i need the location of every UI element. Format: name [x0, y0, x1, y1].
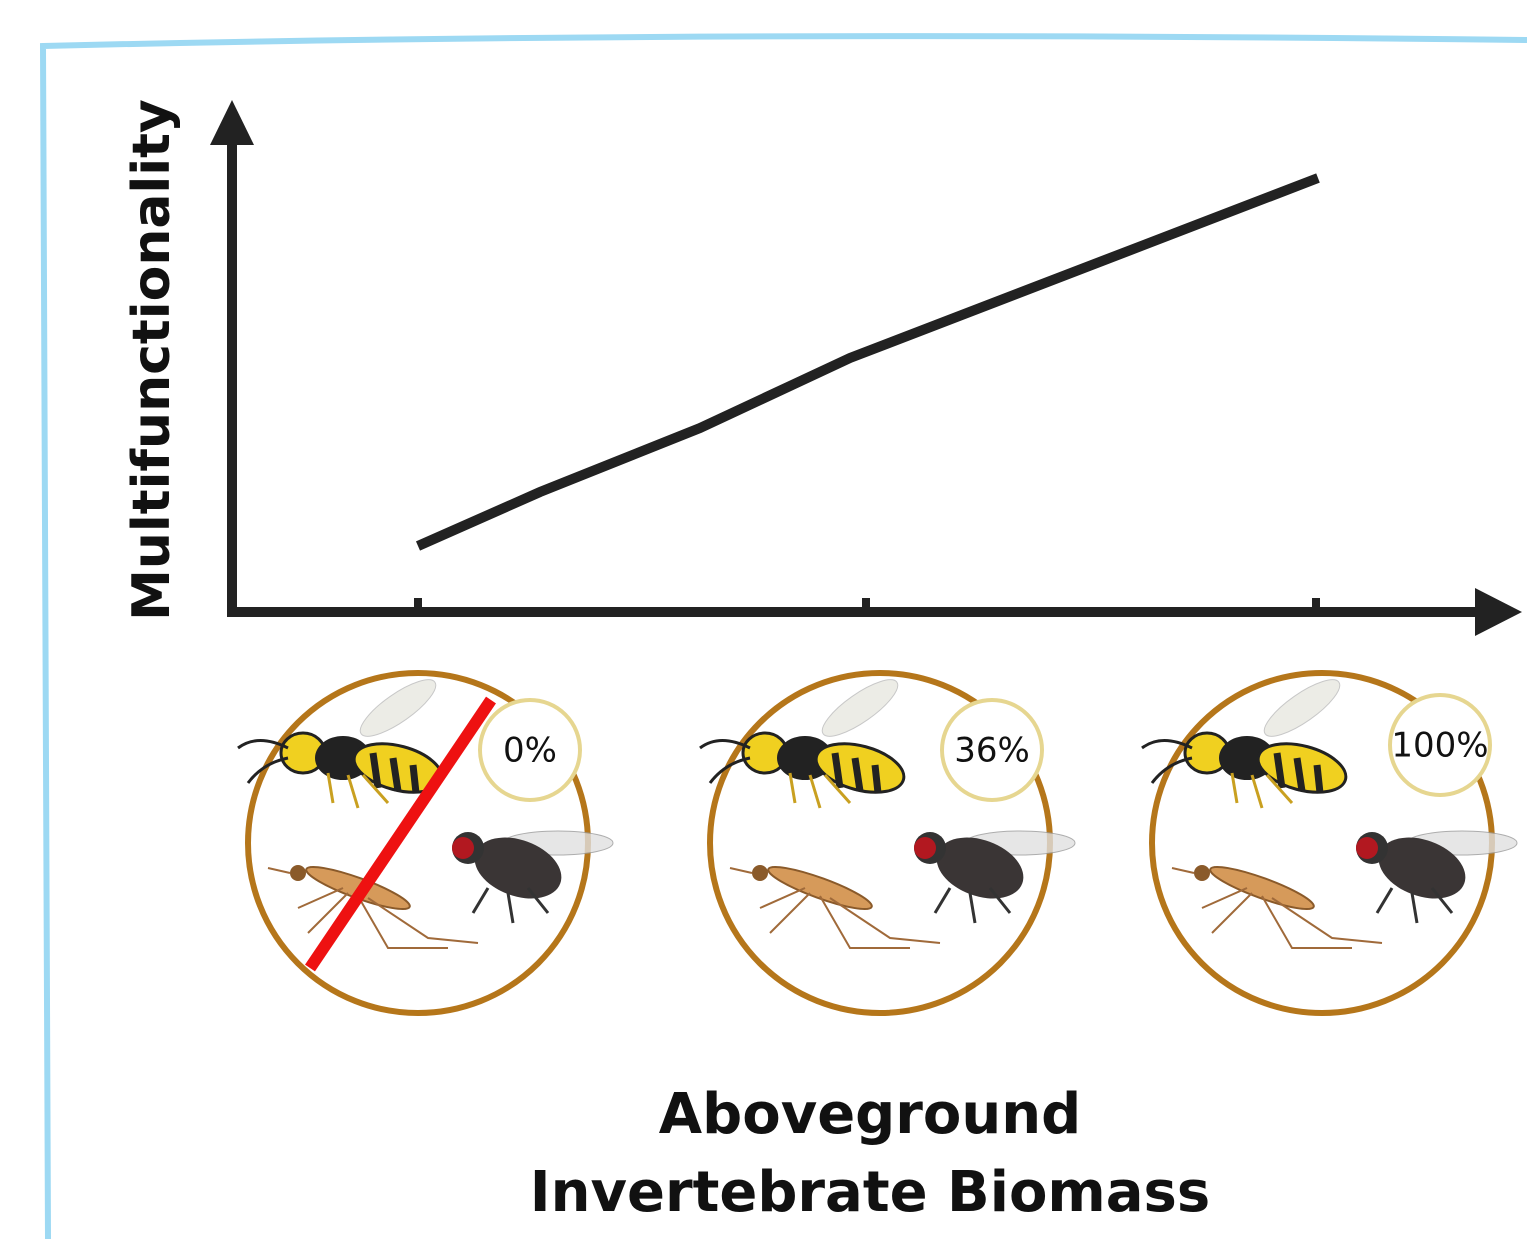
y-axis-label: Multifunctionality	[122, 99, 182, 621]
x-arrow	[1475, 588, 1522, 636]
x-axis-label: Aboveground	[659, 1082, 1081, 1147]
badge-label: 36%	[954, 731, 1030, 771]
y-arrow	[210, 100, 254, 145]
panel: 100%	[1142, 671, 1517, 1013]
trend-line	[418, 178, 1318, 546]
diagram: Multifunctionality Aboveground Invertebr…	[0, 0, 1527, 1239]
frame	[43, 36, 1527, 1239]
panel: 36%	[700, 671, 1075, 1013]
badge-label: 100%	[1391, 726, 1488, 766]
badge-label: 0%	[503, 731, 557, 771]
panel: 0%	[238, 671, 613, 1013]
x-axis-label: Invertebrate Biomass	[530, 1160, 1210, 1225]
axes	[227, 135, 1485, 617]
